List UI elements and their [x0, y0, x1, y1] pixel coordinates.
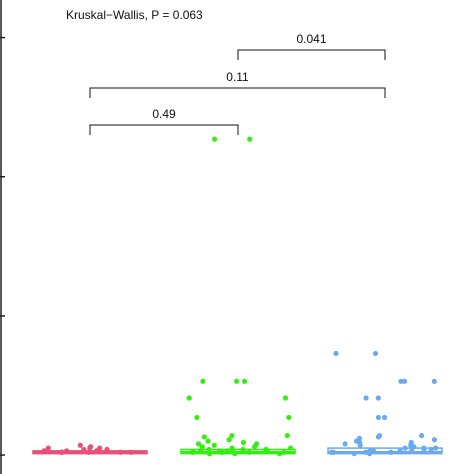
point [251, 444, 258, 450]
point [191, 449, 197, 455]
point [64, 448, 70, 454]
point [219, 449, 225, 455]
point [367, 448, 373, 454]
point [224, 448, 230, 454]
point [351, 451, 357, 457]
point [117, 449, 124, 455]
point [206, 451, 213, 457]
point [205, 438, 211, 444]
p-value-label: 0.11 [226, 70, 249, 84]
point [431, 437, 438, 443]
point [247, 136, 253, 142]
point [194, 414, 200, 421]
point [241, 378, 248, 384]
point [212, 136, 218, 142]
point [281, 449, 287, 455]
box [327, 447, 443, 455]
point [240, 446, 246, 453]
point [128, 449, 134, 455]
point [77, 442, 83, 448]
point [230, 448, 236, 454]
point [398, 378, 404, 384]
point [81, 446, 87, 453]
point [186, 395, 192, 401]
point [58, 449, 64, 455]
bracket [237, 49, 386, 60]
point [431, 378, 437, 384]
point [200, 378, 206, 384]
point [97, 445, 103, 451]
p-value-label: 0.49 [152, 107, 176, 121]
point [87, 445, 93, 451]
point [402, 445, 408, 451]
point [197, 448, 204, 454]
point [375, 395, 381, 401]
point [234, 378, 240, 384]
point [401, 378, 408, 384]
point [284, 432, 290, 439]
point [195, 441, 202, 447]
point [282, 395, 289, 401]
point [388, 449, 394, 455]
point [206, 446, 212, 453]
point [370, 448, 377, 454]
point [428, 446, 434, 453]
point [375, 414, 381, 421]
point [104, 446, 110, 453]
point [329, 449, 335, 455]
point [375, 434, 382, 440]
point [286, 414, 292, 421]
point [287, 445, 294, 451]
point [419, 432, 425, 439]
point [263, 446, 269, 453]
bracket [89, 87, 386, 98]
point [397, 448, 403, 454]
point [421, 446, 427, 453]
point [333, 350, 339, 357]
point [342, 441, 348, 447]
point [381, 414, 388, 421]
point [201, 434, 207, 440]
point [246, 449, 252, 455]
point [229, 432, 235, 439]
point [357, 439, 363, 446]
annotation: Kruskal−Wallis, P = 0.063 [66, 8, 203, 22]
point [45, 445, 51, 451]
point [408, 442, 414, 448]
p-value-label: 0.041 [296, 32, 326, 46]
point [372, 350, 379, 357]
point [277, 451, 283, 457]
point [41, 448, 47, 454]
point [363, 395, 369, 401]
point [433, 445, 439, 451]
bracket [89, 124, 239, 135]
point [86, 449, 92, 455]
point [226, 437, 232, 443]
point [211, 442, 217, 448]
point [409, 448, 415, 454]
point [199, 444, 205, 450]
point [240, 439, 247, 446]
